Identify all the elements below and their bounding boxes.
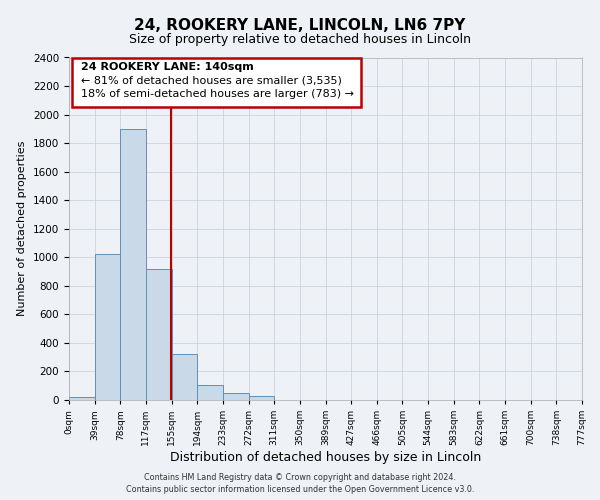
Y-axis label: Number of detached properties: Number of detached properties bbox=[17, 141, 28, 316]
Bar bbox=[223, 393, 248, 400]
Text: 24, ROOKERY LANE, LINCOLN, LN6 7PY: 24, ROOKERY LANE, LINCOLN, LN6 7PY bbox=[134, 18, 466, 32]
Bar bbox=[69, 397, 95, 400]
Bar bbox=[146, 268, 172, 400]
X-axis label: Distribution of detached houses by size in Lincoln: Distribution of detached houses by size … bbox=[170, 451, 481, 464]
Text: 18% of semi-detached houses are larger (783) →: 18% of semi-detached houses are larger (… bbox=[81, 89, 354, 99]
FancyBboxPatch shape bbox=[71, 58, 361, 107]
Bar bbox=[197, 385, 223, 400]
Bar bbox=[172, 354, 197, 400]
Text: Contains HM Land Registry data © Crown copyright and database right 2024.
Contai: Contains HM Land Registry data © Crown c… bbox=[126, 472, 474, 494]
Bar bbox=[95, 254, 121, 400]
Text: 24 ROOKERY LANE: 140sqm: 24 ROOKERY LANE: 140sqm bbox=[81, 62, 254, 72]
Text: ← 81% of detached houses are smaller (3,535): ← 81% of detached houses are smaller (3,… bbox=[81, 76, 341, 86]
Text: Size of property relative to detached houses in Lincoln: Size of property relative to detached ho… bbox=[129, 32, 471, 46]
Bar bbox=[121, 129, 146, 400]
Bar bbox=[248, 396, 274, 400]
